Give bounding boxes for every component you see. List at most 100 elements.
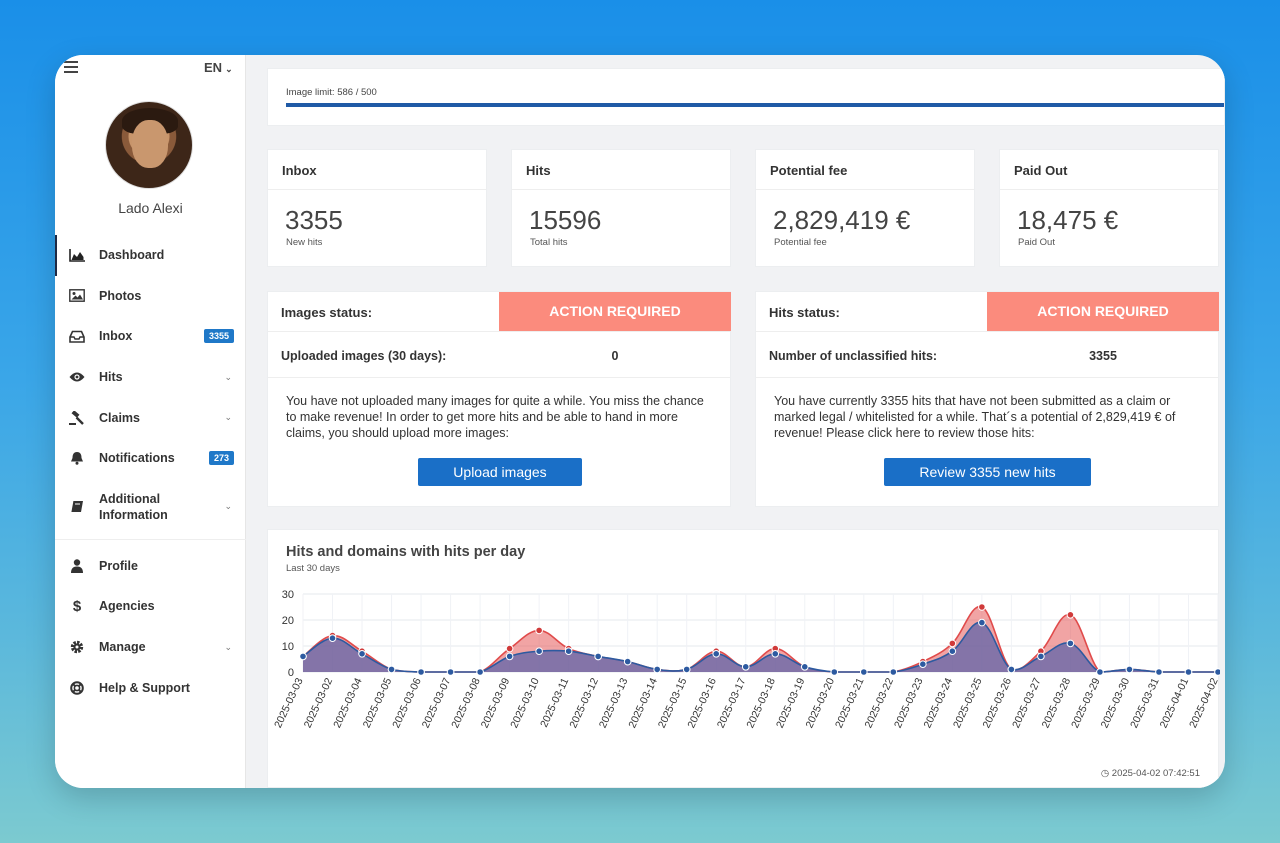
y-tick-label: 10 <box>282 641 294 653</box>
data-point <box>741 663 750 671</box>
data-point <box>623 657 632 666</box>
data-point <box>948 639 957 648</box>
images-status-label: Images status: <box>281 305 373 320</box>
stat-card-paid-out[interactable]: Paid Out 18,475 € Paid Out <box>999 149 1219 267</box>
sidebar-item-label: Manage <box>99 640 146 655</box>
data-point <box>860 668 868 676</box>
x-tick-label: 2025-03-29 <box>1069 676 1103 730</box>
stat-card-title: Hits <box>512 150 730 190</box>
stat-card-subtitle: New hits <box>286 237 323 248</box>
sidebar-item-label: Agencies <box>99 599 155 614</box>
sidebar-item-hits[interactable]: Hits ⌄ <box>55 357 246 398</box>
x-tick-label: 2025-03-26 <box>981 676 1015 730</box>
stat-card-potential-fee[interactable]: Potential fee 2,829,419 € Potential fee <box>755 149 975 267</box>
image-icon <box>69 289 85 303</box>
sidebar-item-label: Claims <box>99 410 140 425</box>
data-point <box>358 650 366 658</box>
stat-card-title: Potential fee <box>756 150 974 190</box>
x-tick-label: 2025-03-05 <box>361 676 395 730</box>
series-area-1 <box>303 622 1218 672</box>
data-point <box>800 663 809 671</box>
bell-icon <box>69 451 85 466</box>
chart-subtitle: Last 30 days <box>286 563 340 574</box>
sidebar-item-profile[interactable]: Profile <box>55 546 246 587</box>
data-point <box>328 634 337 642</box>
eye-icon <box>69 370 85 384</box>
uploaded-images-value: 0 <box>611 349 619 363</box>
clock-icon: ◷ <box>1100 768 1112 779</box>
data-point <box>535 626 543 635</box>
stat-card-subtitle: Total hits <box>530 237 568 248</box>
data-point <box>505 652 514 661</box>
data-point <box>978 603 986 611</box>
sidebar-item-claims[interactable]: Claims ⌄ <box>55 397 246 438</box>
chevron-down-icon: ⌄ <box>224 412 232 423</box>
sidebar-item-notifications[interactable]: Notifications 273 <box>55 438 246 479</box>
image-limit-progress-bar <box>286 103 1224 107</box>
data-point <box>889 668 898 676</box>
user-name: Lado Alexi <box>118 200 183 216</box>
data-point <box>1184 668 1193 676</box>
x-tick-label: 2025-03-30 <box>1099 676 1133 730</box>
y-tick-label: 0 <box>288 667 294 679</box>
data-point <box>417 668 425 676</box>
x-tick-label: 2025-03-11 <box>538 676 571 729</box>
chart-title: Hits and domains with hits per day <box>286 544 526 560</box>
app-window: EN ⌄ Lado Alexi Dashboard Photos Inbox 33… <box>55 55 1225 788</box>
data-point <box>446 668 455 676</box>
sidebar-item-label: Photos <box>99 288 142 303</box>
sidebar-item-manage[interactable]: Manage ⌄ <box>55 627 246 668</box>
stat-card-inbox[interactable]: Inbox 3355 New hits <box>267 149 487 267</box>
x-tick-label: 2025-03-19 <box>774 676 808 730</box>
x-tick-label: 2025-03-02 <box>302 676 336 730</box>
hits-status-panel: Hits status: ACTION REQUIRED Number of u… <box>755 291 1219 507</box>
sidebar-item-photos[interactable]: Photos <box>55 276 246 317</box>
x-tick-label: 2025-03-08 <box>449 676 483 730</box>
sidebar-item-label: Dashboard <box>99 248 165 263</box>
unclassified-hits-label: Number of unclassified hits: <box>769 349 938 363</box>
hits-chart: 01020302025-03-032025-03-022025-03-04202… <box>272 589 1220 730</box>
stat-card-value: 3355 <box>285 205 343 235</box>
x-tick-label: 2025-03-06 <box>390 676 424 730</box>
data-point <box>978 618 986 627</box>
x-tick-label: 2025-03-21 <box>833 676 867 730</box>
menu-toggle-icon[interactable] <box>64 61 78 73</box>
x-tick-label: 2025-03-03 <box>272 676 306 730</box>
images-status-message: You have not uploaded many images for qu… <box>286 394 704 440</box>
data-point <box>505 644 514 653</box>
chevron-down-icon: ⌄ <box>224 641 232 652</box>
sidebar-item-agencies[interactable]: $ Agencies <box>55 586 246 627</box>
x-tick-label: 2025-03-04 <box>331 676 365 730</box>
stat-card-hits[interactable]: Hits 15596 Total hits <box>511 149 731 267</box>
avatar <box>105 101 193 189</box>
sidebar-item-additional-information[interactable]: Additional Information ⌄ <box>55 479 246 535</box>
y-tick-label: 20 <box>282 615 294 627</box>
stat-card-value: 15596 <box>529 205 602 235</box>
x-tick-label: 2025-04-02 <box>1187 676 1220 730</box>
x-tick-label: 2025-03-24 <box>921 676 955 730</box>
uploaded-images-label: Uploaded images (30 days): <box>281 349 447 363</box>
data-point <box>1066 611 1075 619</box>
data-point <box>830 668 839 676</box>
data-point <box>564 647 573 655</box>
chevron-down-icon: ⌄ <box>225 64 233 74</box>
sidebar-item-help-support[interactable]: Help & Support <box>55 667 246 708</box>
sidebar-nav: Dashboard Photos Inbox 3355 Hits ⌄ Claim… <box>55 235 246 708</box>
hits-status-label: Hits status: <box>769 305 840 320</box>
dollar-icon: $ <box>72 597 82 615</box>
review-new-hits-button[interactable]: Review 3355 new hits <box>884 458 1091 486</box>
image-limit-panel: Image limit: 586 / 500 <box>267 68 1225 126</box>
chart-timestamp: ◷ 2025-04-02 07:42:51 <box>1101 768 1200 779</box>
data-point <box>1037 652 1045 661</box>
language-selector[interactable]: EN ⌄ <box>204 60 233 75</box>
data-point <box>653 665 661 674</box>
sidebar-item-dashboard[interactable]: Dashboard <box>55 235 246 276</box>
data-point <box>1007 665 1016 674</box>
sidebar-item-inbox[interactable]: Inbox 3355 <box>55 316 246 357</box>
x-tick-label: 2025-04-01 <box>1158 676 1192 730</box>
upload-images-button[interactable]: Upload images <box>418 458 582 486</box>
x-tick-label: 2025-03-27 <box>1010 676 1044 730</box>
data-point <box>919 660 927 668</box>
stat-card-title: Paid Out <box>1000 150 1218 190</box>
data-point <box>387 665 396 674</box>
